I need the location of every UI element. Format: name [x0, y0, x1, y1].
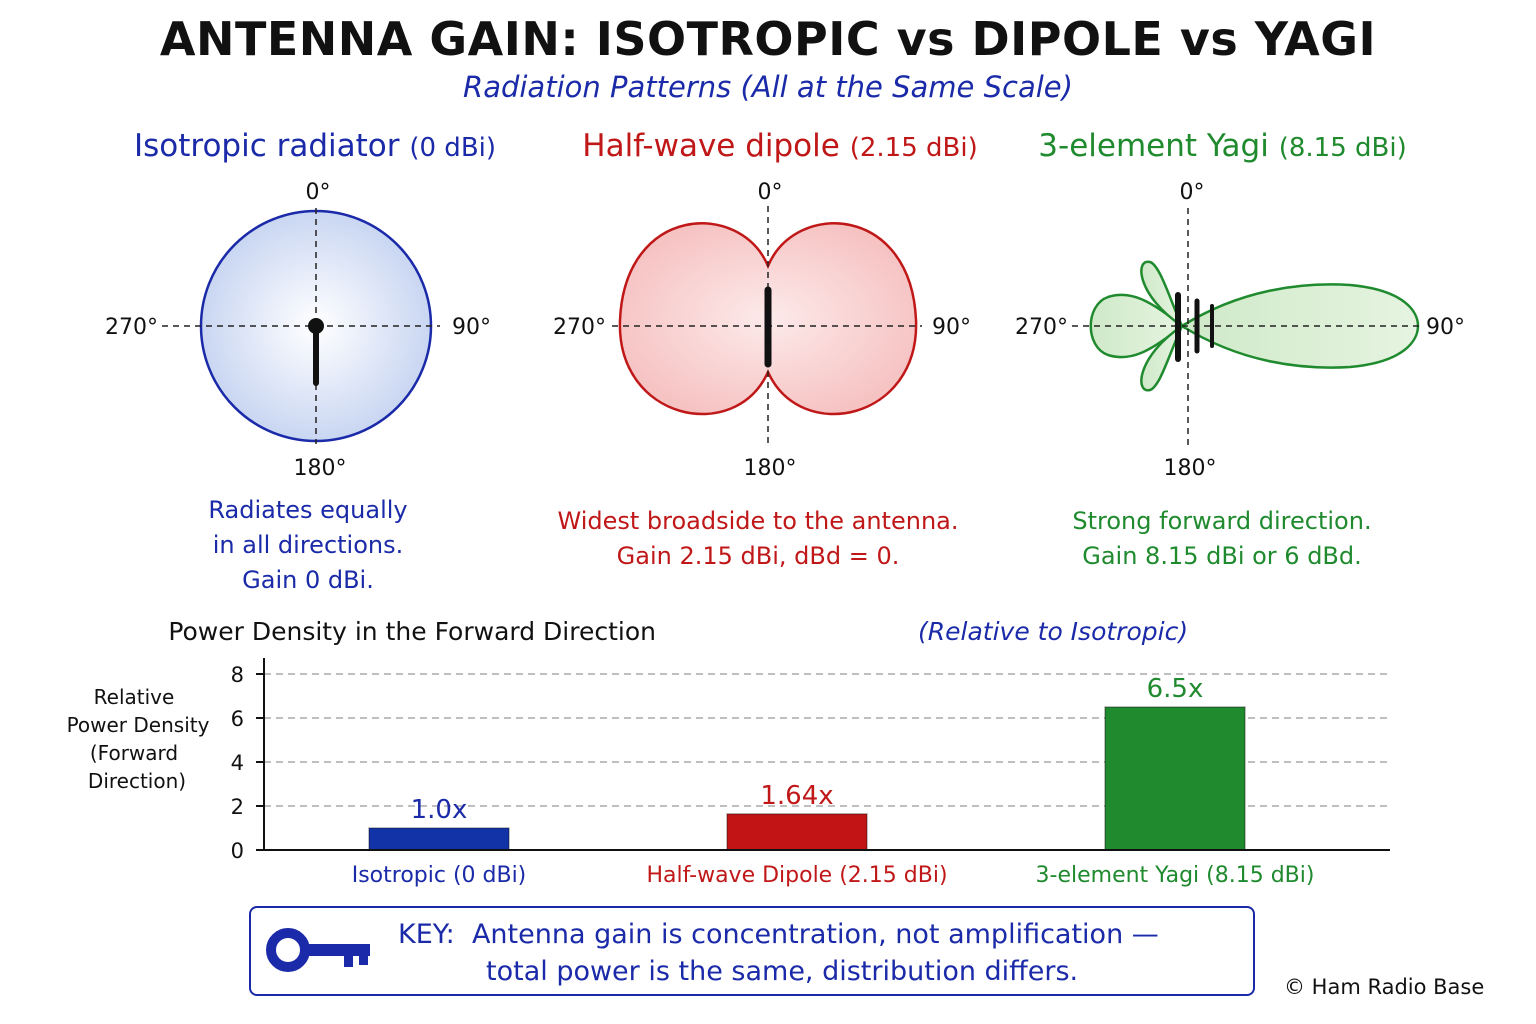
dipole-gain: (2.15 dBi)	[849, 133, 978, 163]
isotropic-desc-line-1: Radiates equally	[208, 496, 408, 524]
dipole-desc-line-2: Gain 2.15 dBi, dBd = 0.	[616, 542, 900, 570]
yagi-name: 3-element Yagi	[1038, 128, 1269, 164]
yagi-angle-270: 270°	[1015, 315, 1068, 340]
yagi-angle-0: 0°	[1180, 180, 1205, 205]
bar-value-label-3: 6.5x	[1147, 674, 1204, 704]
isotropic-panel-title: Isotropic radiator (0 dBi)	[90, 128, 540, 164]
yagi-desc-line-1: Strong forward direction.	[1072, 507, 1372, 535]
category-label-3: 3-element Yagi (8.15 dBi)	[1036, 863, 1315, 888]
bar-value-label-2: 1.64x	[760, 781, 833, 811]
category-label-2: Half-wave Dipole (2.15 dBi)	[646, 863, 947, 888]
chart-title-suffix: (Relative to Isotropic)	[918, 617, 1188, 646]
key-line-2: total power is the same, distribution di…	[486, 956, 1079, 987]
yagi-angle-180: 180°	[1164, 456, 1217, 481]
key-icon	[266, 928, 370, 972]
key-label: KEY:	[398, 919, 455, 950]
y-tick-label: 0	[231, 839, 244, 863]
bar-2	[726, 813, 868, 851]
isotropic-source-point	[308, 318, 324, 334]
isotropic-angle-180: 180°	[294, 456, 347, 481]
isotropic-desc-line-3: Gain 0 dBi.	[242, 566, 374, 594]
y-tick-label: 8	[231, 663, 244, 687]
yagi-description: Strong forward direction. Gain 8.15 dBi …	[1010, 504, 1434, 574]
isotropic-name: Isotropic radiator	[133, 128, 400, 164]
y-tick-label: 4	[231, 751, 244, 775]
yagi-side-lobe-lower	[1140, 322, 1186, 392]
yagi-angle-90: 90°	[1426, 315, 1465, 340]
dipole-desc-line-1: Widest broadside to the antenna.	[557, 507, 959, 535]
bar-1	[368, 827, 510, 851]
y-label-line-3: (Forward	[90, 741, 178, 765]
y-tick-label: 6	[231, 707, 244, 731]
isotropic-angle-270: 270°	[105, 315, 158, 340]
yagi-pattern: 0° 180° 270° 90°	[1015, 180, 1465, 481]
dipole-angle-90: 90°	[932, 315, 971, 340]
copyright-notice: © Ham Radio Base	[1284, 975, 1485, 999]
key-box	[249, 906, 1255, 996]
chart-bars: 1.0x 1.64x 6.5x	[368, 674, 1246, 851]
isotropic-angle-90: 90°	[452, 315, 491, 340]
page-title: ANTENNA GAIN: ISOTROPIC vs DIPOLE vs YAG…	[159, 12, 1377, 66]
dipole-angle-270: 270°	[553, 315, 606, 340]
isotropic-desc-line-2: in all directions.	[212, 531, 404, 559]
chart-categories: Isotropic (0 dBi) Half-wave Dipole (2.15 …	[352, 863, 1315, 888]
y-label-line-1: Relative	[94, 685, 175, 709]
y-tick-label: 2	[231, 795, 244, 819]
yagi-back-lobe	[1089, 293, 1184, 359]
yagi-side-lobe-upper	[1140, 260, 1186, 330]
key-message: KEY: Antenna gain is concentration, not …	[398, 916, 1238, 990]
bar-3	[1104, 706, 1246, 851]
yagi-gain: (8.15 dBi)	[1278, 133, 1407, 163]
isotropic-pattern: 0° 180° 270° 90°	[105, 180, 491, 481]
chart-title: Power Density in the Forward Direction	[168, 617, 656, 646]
isotropic-angle-0: 0°	[306, 180, 331, 205]
dipole-angle-0: 0°	[758, 180, 783, 205]
dipole-name: Half-wave dipole	[582, 128, 840, 164]
isotropic-description: Radiates equally in all directions. Gain…	[130, 493, 486, 598]
dipole-pattern: 0° 180° 270° 90°	[553, 180, 971, 481]
isotropic-gain: (0 dBi)	[409, 133, 497, 163]
yagi-panel-title: 3-element Yagi (8.15 dBi)	[1000, 128, 1445, 164]
key-line-1: Antenna gain is concentration, not ampli…	[471, 919, 1159, 950]
radiation-patterns: 0° 180° 270° 90° 0° 180° 270° 90° 0° 180…	[105, 180, 1465, 481]
yagi-desc-line-2: Gain 8.15 dBi or 6 dBd.	[1082, 542, 1362, 570]
dipole-description: Widest broadside to the antenna. Gain 2.…	[520, 504, 996, 574]
power-density-chart: Power Density in the Forward Direction (…	[67, 617, 1390, 888]
category-label-1: Isotropic (0 dBi)	[352, 863, 527, 888]
chart-y-ticks: 0 2 4 6 8	[231, 663, 264, 863]
page-subtitle: Radiation Patterns (All at the Same Scal…	[463, 70, 1073, 104]
chart-y-label: Relative Power Density (Forward Directio…	[67, 685, 210, 793]
y-label-line-4: Direction)	[88, 769, 186, 793]
y-label-line-2: Power Density	[67, 713, 210, 737]
dipole-panel-title: Half-wave dipole (2.15 dBi)	[545, 128, 1015, 164]
dipole-angle-180: 180°	[744, 456, 797, 481]
bar-value-label-1: 1.0x	[411, 795, 468, 825]
